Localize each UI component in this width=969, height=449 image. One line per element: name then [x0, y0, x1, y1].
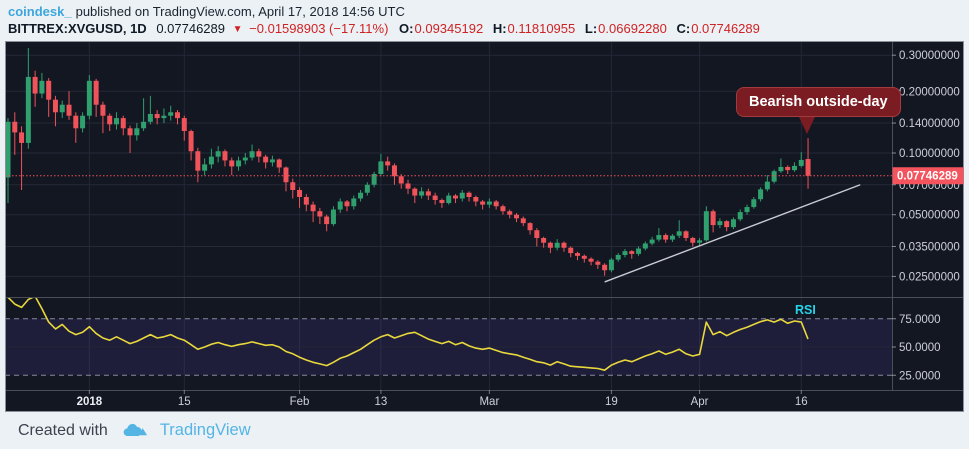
author-link[interactable]: coindesk_: [8, 4, 72, 19]
annotation-pointer-icon: [799, 117, 815, 134]
svg-text:0.14000000: 0.14000000: [899, 118, 960, 130]
price-axis[interactable]: 0.30000000 0.20000000 0.14000000 0.10000000…: [892, 50, 964, 283]
close-label: C:: [676, 21, 691, 36]
trendline[interactable]: [604, 184, 861, 283]
svg-text:15: 15: [178, 396, 191, 408]
svg-text:0.03500000: 0.03500000: [899, 241, 960, 253]
publish-line: coindesk_ published on TradingView.com, A…: [8, 4, 405, 19]
low-label: L:: [584, 21, 598, 36]
svg-text:Apr: Apr: [691, 396, 709, 408]
annotation-bearish-outside-day[interactable]: Bearish outside-day: [736, 87, 901, 134]
open-value: 0.09345192: [414, 21, 484, 36]
published-text: published on TradingView.com, April 17, …: [75, 4, 405, 19]
svg-text:Feb: Feb: [290, 396, 310, 408]
svg-text:Mar: Mar: [479, 396, 499, 408]
last-price-value: 0.07746289: [156, 21, 225, 36]
svg-text:0.02500000: 0.02500000: [899, 271, 960, 283]
svg-text:25.0000: 25.0000: [899, 370, 941, 382]
svg-text:19: 19: [605, 396, 618, 408]
svg-text:2018: 2018: [77, 396, 103, 408]
down-triangle-icon: ▼: [232, 24, 243, 35]
candles: [5, 48, 811, 276]
rsi-line: [7, 298, 809, 372]
tradingview-logo-icon: [123, 423, 150, 437]
symbol-title: BITTREX:XVGUSD, 1D: [8, 21, 147, 36]
tradingview-brand-link[interactable]: TradingView: [159, 421, 251, 439]
price-change: −0.01598903 (−17.11%): [249, 21, 389, 36]
time-axis[interactable]: 2018 15 Feb 13 Mar 19 Apr 16: [77, 390, 808, 408]
annotation-text: Bearish outside-day: [749, 94, 888, 110]
high-label: H:: [492, 21, 507, 36]
last-price-axis-label: [892, 167, 964, 185]
attribution-footer: Created with TradingView: [0, 412, 969, 449]
close-value: 0.07746289: [691, 21, 760, 36]
svg-text:50.0000: 50.0000: [899, 342, 941, 354]
svg-text:0.20000000: 0.20000000: [899, 86, 960, 98]
svg-text:13: 13: [375, 396, 388, 408]
open-label: O:: [399, 21, 414, 36]
symbol-info-bar: BITTREX:XVGUSD, 1D 0.07746289 ▼ −0.01598…: [8, 21, 766, 36]
svg-text:0.07746289: 0.07746289: [897, 171, 958, 183]
svg-text:0.05000000: 0.05000000: [899, 210, 960, 222]
high-value: 0.11810955: [507, 21, 576, 36]
chart-area[interactable]: 0.30000000 0.20000000 0.14000000 0.10000000…: [5, 41, 964, 412]
low-value: 0.06692280: [598, 21, 667, 36]
chart-svg[interactable]: 0.30000000 0.20000000 0.14000000 0.10000000…: [5, 41, 964, 412]
svg-text:0.30000000: 0.30000000: [899, 50, 960, 62]
svg-text:75.0000: 75.0000: [899, 314, 941, 326]
created-with-text: Created with: [18, 421, 108, 439]
rsi-pane-label: RSI: [795, 303, 816, 317]
rsi-band: [5, 318, 892, 376]
svg-text:0.10000000: 0.10000000: [899, 148, 960, 160]
rsi-axis[interactable]: 75.0000 50.0000 25.0000: [892, 314, 941, 383]
svg-text:16: 16: [795, 396, 808, 408]
publish-header: coindesk_ published on TradingView.com, A…: [0, 0, 969, 41]
